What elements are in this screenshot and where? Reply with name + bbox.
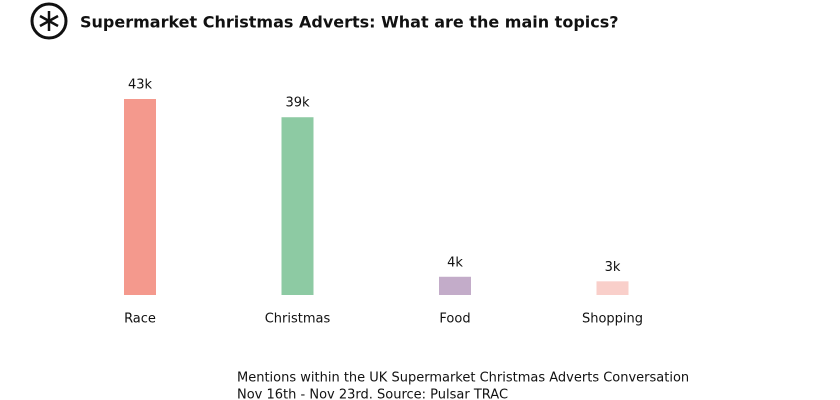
x-tick-label: Food [439,312,470,327]
value-label: 3k [605,260,621,275]
chart-title: Supermarket Christmas Adverts: What are … [80,13,619,32]
logo [30,2,68,40]
x-tick-label: Shopping [582,312,643,327]
value-label: 39k [285,96,310,111]
bar [439,276,471,295]
value-label: 4k [447,255,463,270]
bar [596,281,629,295]
x-tick-label: Race [124,312,156,327]
bar [124,99,156,295]
bar [281,117,314,295]
footnote: Nov 16th - Nov 23rd. Source: Pulsar TRAC [237,388,508,400]
x-tick-label: Christmas [265,312,331,327]
value-label: 43k [128,78,153,93]
footnote: Mentions within the UK Supermarket Chris… [237,371,689,386]
